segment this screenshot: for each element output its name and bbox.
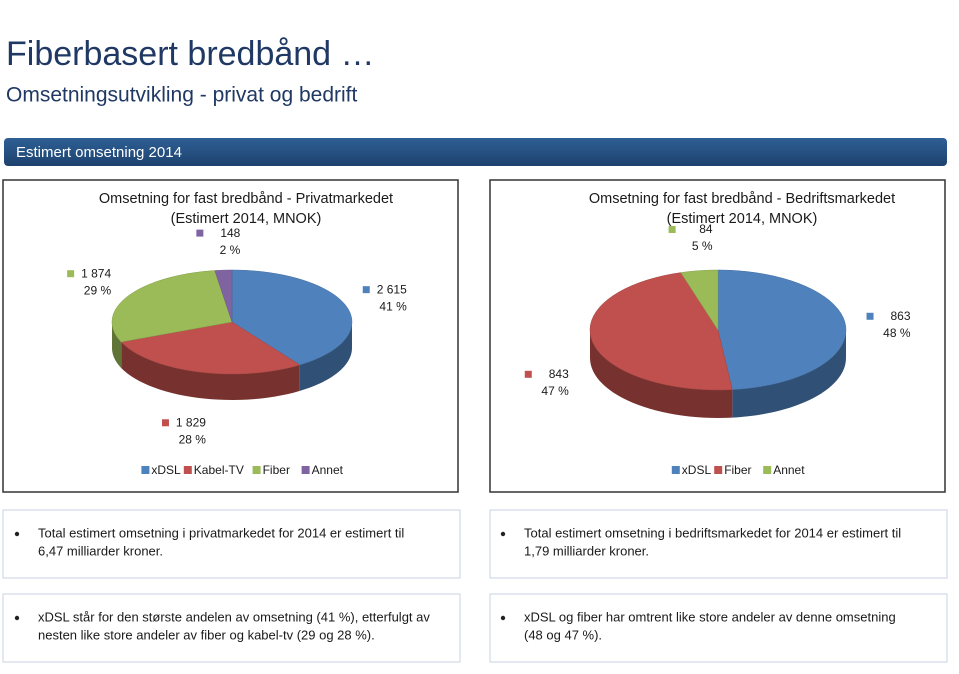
legend-swatch (524, 370, 532, 378)
legend-swatch (67, 270, 75, 278)
legend-swatch (301, 466, 310, 474)
chart-subtitle: (Estimert 2014, MNOK) (667, 211, 818, 227)
legend-swatch (141, 466, 150, 474)
note-text: 1,79 milliarder kroner. (524, 543, 649, 558)
note-box (2, 593, 461, 663)
pie-slice (589, 272, 733, 391)
pie-slice (120, 321, 301, 375)
legend-swatch (866, 312, 874, 320)
percent-label: 2 % (220, 243, 241, 257)
percent-label: 41 % (379, 299, 407, 313)
note-box (489, 509, 948, 579)
bullet (14, 531, 20, 537)
note-text: (48 og 47 %). (524, 627, 602, 642)
note-text: 6,47 milliarder kroner. (38, 543, 163, 558)
data-label: 148 (220, 226, 240, 240)
legend-swatch (183, 466, 192, 474)
legend-label: Fiber (263, 463, 290, 477)
pie-side (590, 330, 733, 418)
bullet (500, 531, 506, 537)
bullet (14, 615, 20, 621)
data-label: 2 615 (377, 282, 407, 296)
chart-title: Omsetning for fast bredbånd - Bedriftsma… (589, 191, 895, 207)
note-box (2, 509, 461, 579)
percent-label: 47 % (541, 384, 569, 398)
chart-subtitle: (Estimert 2014, MNOK) (171, 211, 322, 227)
bullet (500, 615, 506, 621)
legend-swatch (252, 466, 261, 474)
pie-slice (214, 269, 233, 323)
chart-title: Omsetning for fast bredbånd - Privatmark… (99, 191, 393, 207)
legend-swatch (362, 286, 370, 294)
data-label: 863 (890, 309, 910, 323)
subtitle: Omsetningsutvikling - privat og bedrift (6, 84, 357, 107)
data-label: 84 (699, 222, 713, 236)
percent-label: 28 % (179, 432, 207, 446)
legend-swatch (671, 466, 680, 474)
banner-text: Estimert omsetning 2014 (16, 144, 182, 161)
pie-side (121, 341, 300, 400)
percent-label: 29 % (84, 283, 112, 297)
legend-label: Annet (773, 463, 805, 477)
legend-label: Kabel-TV (194, 463, 244, 477)
legend-swatch (763, 466, 772, 474)
note-text: Total estimert omsetning i privatmarkede… (38, 525, 404, 540)
legend-swatch (161, 419, 169, 427)
banner (4, 138, 947, 166)
pie-side (732, 330, 846, 418)
pie-slice (231, 269, 353, 366)
pie-slice (680, 269, 719, 331)
note-text: nesten like store andeler av fiber og ka… (38, 627, 375, 642)
pie-slice (111, 270, 233, 343)
data-label: 1 874 (81, 266, 111, 280)
pie-slice (717, 269, 847, 390)
legend-label: xDSL (682, 463, 712, 477)
percent-label: 5 % (692, 239, 713, 253)
percent-label: 48 % (883, 326, 911, 340)
title: Fiberbasert bredbånd … (6, 35, 375, 73)
legend-swatch (668, 226, 676, 234)
legend-label: Fiber (724, 463, 751, 477)
data-label: 843 (549, 367, 569, 381)
legend-label: Annet (312, 463, 344, 477)
note-text: xDSL står for den største andelen av oms… (38, 609, 430, 624)
note-text: xDSL og fiber har omtrent like store and… (524, 609, 896, 624)
legend-label: xDSL (151, 463, 181, 477)
note-text: Total estimert omsetning i bedriftsmarke… (524, 525, 901, 540)
legend-swatch (196, 229, 204, 237)
pie-side (112, 322, 122, 368)
pie-side (299, 322, 352, 391)
data-label: 1 829 (176, 415, 206, 429)
note-box (489, 593, 948, 663)
legend-swatch (714, 466, 723, 474)
notes (2, 509, 948, 663)
